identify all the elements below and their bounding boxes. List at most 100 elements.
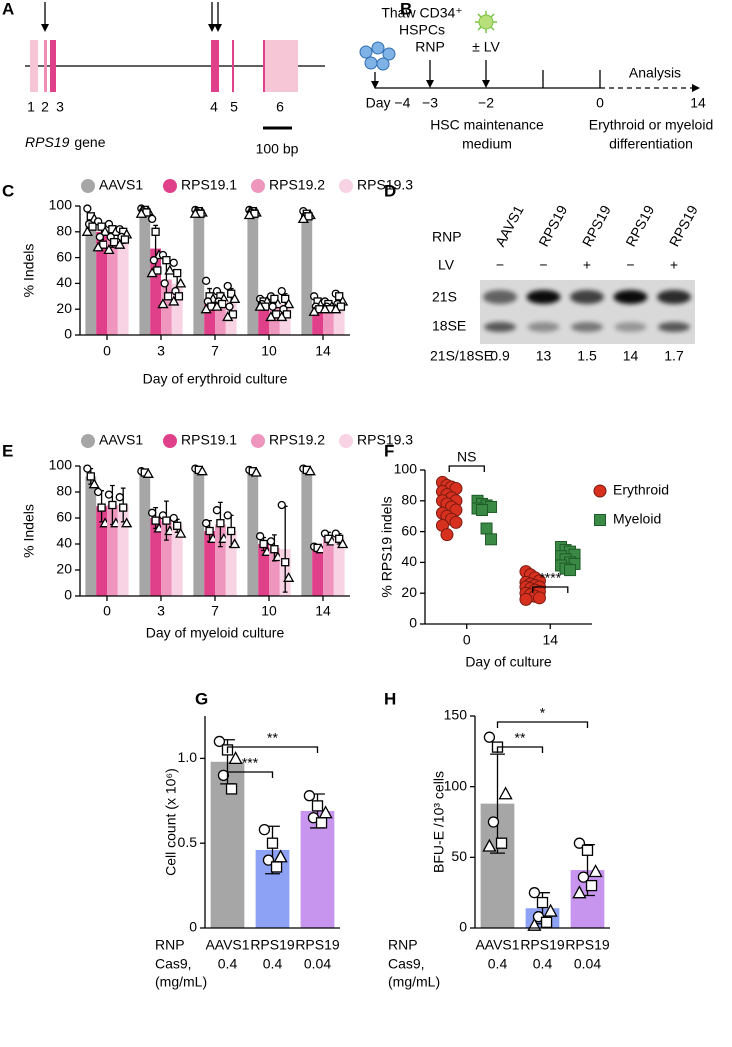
- data-point: [581, 844, 594, 856]
- data-point: [449, 515, 463, 529]
- data-point: [120, 235, 130, 244]
- cas9-value: 0.4: [263, 956, 283, 972]
- bar: [312, 304, 323, 335]
- band-label: 21S: [432, 289, 457, 305]
- data-point: [83, 464, 92, 473]
- bar: [258, 544, 269, 596]
- panel-label: A: [2, 0, 14, 18]
- legend-label: RPS19.1: [181, 432, 237, 448]
- data-point: [81, 225, 93, 236]
- bar: [193, 212, 205, 335]
- legend-label: RPS19.2: [269, 177, 325, 193]
- lane-label: AAVS1: [492, 203, 527, 250]
- exon: [232, 40, 234, 92]
- legend-marker: [594, 514, 606, 526]
- row-label: Cas9,: [155, 956, 192, 972]
- data-point: [142, 467, 154, 478]
- band-label: 18SE: [432, 318, 466, 334]
- data-point: [311, 800, 324, 812]
- y-tick-label: 0: [64, 326, 72, 342]
- data-point: [200, 303, 212, 314]
- data-point: [283, 571, 295, 582]
- data-point: [276, 311, 288, 322]
- x-tick-label: 14: [542, 632, 558, 648]
- x-tick-label: 7: [211, 603, 219, 619]
- data-point: [268, 302, 277, 311]
- band-21s: [483, 290, 517, 304]
- data-point: [146, 267, 158, 278]
- y-tick-label: 80: [56, 483, 72, 499]
- band-18se: [658, 322, 690, 332]
- y-tick-label: 0.5: [178, 834, 198, 850]
- data-point: [330, 303, 342, 314]
- data-point: [157, 298, 169, 309]
- bar: [215, 524, 226, 596]
- data-point: [519, 592, 533, 606]
- data-point: [258, 823, 271, 836]
- lane-label: RPS19: [666, 202, 701, 249]
- y-tick-label: 100: [444, 777, 468, 793]
- x-axis-label: Day of myeloid culture: [146, 625, 285, 641]
- data-point: [88, 222, 97, 231]
- data-point: [277, 286, 286, 296]
- data-point: [259, 539, 268, 549]
- significance-label: **: [515, 730, 526, 746]
- y-tick-label: 20: [56, 300, 72, 316]
- bar: [215, 298, 226, 335]
- significance-label: ****: [539, 570, 561, 586]
- ratio-value: 0.9: [490, 348, 510, 364]
- data-point: [201, 519, 211, 528]
- significance-bracket: [496, 746, 544, 753]
- significance-bracket: [496, 721, 589, 728]
- data-point: [201, 276, 211, 285]
- phase-label: medium: [462, 136, 512, 152]
- bar: [171, 525, 183, 596]
- ratio-value: 1.5: [577, 348, 597, 364]
- scale-label: 100 bp: [256, 141, 299, 157]
- y-tick-label: 80: [401, 492, 417, 508]
- data-point: [495, 837, 508, 849]
- data-point: [229, 538, 241, 549]
- data-point: [225, 302, 234, 311]
- data-point: [536, 896, 549, 909]
- significance-label: **: [267, 730, 278, 746]
- data-point: [151, 516, 160, 525]
- legend-marker: [163, 179, 177, 193]
- data-point: [277, 500, 286, 510]
- x-tick-label: 3: [157, 603, 165, 619]
- panel-label: H: [384, 689, 396, 708]
- data-point: [151, 227, 160, 236]
- exon-number: 2: [41, 99, 49, 115]
- ratio-value: 1.7: [664, 348, 684, 364]
- y-axis-label: % RPS19 indels: [379, 496, 395, 597]
- legend-marker: [339, 179, 353, 193]
- bar: [204, 298, 215, 335]
- cas9-value: 0.4: [533, 956, 553, 972]
- data-point: [337, 538, 349, 549]
- lv-sign: −: [539, 257, 547, 273]
- bar: [247, 471, 259, 596]
- bar: [204, 531, 215, 596]
- data-point: [498, 786, 513, 800]
- exon: [44, 40, 47, 92]
- panel-label: E: [2, 441, 13, 460]
- ratio-value: 13: [536, 348, 552, 364]
- data-point: [303, 790, 316, 802]
- band-18se: [614, 322, 647, 332]
- lv-sign: +: [583, 257, 591, 273]
- x-axis-label: Day of culture: [465, 654, 552, 670]
- y-tick-label: 80: [56, 223, 72, 239]
- day-label: −2: [478, 95, 494, 111]
- panel-label: G: [195, 689, 208, 708]
- day-label: 0: [596, 95, 604, 111]
- cells-icon: [359, 41, 396, 71]
- data-point: [216, 519, 225, 528]
- data-point: [585, 879, 598, 892]
- exon-number: 1: [27, 99, 35, 115]
- bar: [247, 212, 259, 335]
- bar: [117, 236, 129, 335]
- data-point: [243, 209, 255, 220]
- exon-number: 5: [230, 99, 238, 115]
- data-point: [476, 504, 489, 517]
